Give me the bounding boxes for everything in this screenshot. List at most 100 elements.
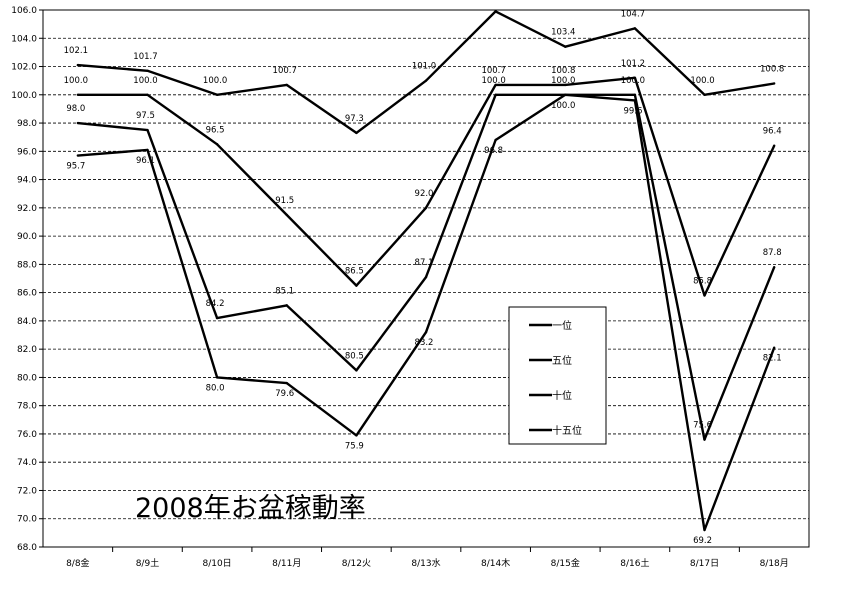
data-label: 69.2 xyxy=(693,536,712,546)
y-tick-label: 84.0 xyxy=(17,317,37,327)
data-label: 100.0 xyxy=(621,76,645,86)
data-point xyxy=(772,144,776,147)
data-point xyxy=(424,79,428,82)
y-tick-label: 90.0 xyxy=(17,232,37,242)
y-tick-label: 106.0 xyxy=(11,6,37,16)
y-tick-label: 102.0 xyxy=(11,63,37,73)
y-tick-label: 80.0 xyxy=(17,373,37,383)
data-point xyxy=(215,143,219,146)
data-label: 82.1 xyxy=(763,354,782,364)
data-label: 104.7 xyxy=(621,9,645,19)
data-label: 86.5 xyxy=(345,267,364,277)
chart-title: 2008年お盆稼動率 xyxy=(135,493,366,524)
x-tick-label: 8/15金 xyxy=(551,557,580,569)
data-label: 100.0 xyxy=(690,76,714,86)
data-label: 100.0 xyxy=(64,76,88,86)
x-axis-ticks: 8/8金 8/9土 8/10日 8/11月 8/12火 8/13水 8/14木 8/15金 8/… xyxy=(66,547,789,569)
data-label: 100.0 xyxy=(133,76,157,86)
data-point xyxy=(633,76,637,80)
data-label: 100.7 xyxy=(481,66,505,76)
data-label: 79.6 xyxy=(275,389,294,399)
data-point xyxy=(285,381,288,385)
data-point xyxy=(494,10,497,13)
legend-label: 十位 xyxy=(552,389,572,402)
data-label: 100.0 xyxy=(203,76,227,86)
data-point xyxy=(703,528,706,532)
y-tick-label: 74.0 xyxy=(17,458,37,468)
data-label: 102.1 xyxy=(64,46,88,56)
data-point xyxy=(633,27,637,30)
x-tick-label: 8/9土 xyxy=(136,557,160,569)
data-point xyxy=(146,128,149,132)
x-tick-label: 8/13水 xyxy=(411,557,440,569)
data-label: 100.8 xyxy=(551,66,575,76)
data-label: 96.5 xyxy=(206,125,225,135)
data-point xyxy=(772,82,776,85)
data-point xyxy=(76,63,80,67)
x-tick-label: 8/10日 xyxy=(202,558,231,569)
y-tick-label: 86.0 xyxy=(17,289,37,299)
x-tick-label: 8/16土 xyxy=(620,557,649,569)
data-label: 91.5 xyxy=(275,196,294,206)
y-tick-label: 96.0 xyxy=(17,147,37,157)
y-tick-label: 88.0 xyxy=(17,260,37,270)
data-point xyxy=(285,83,288,87)
y-tick-label: 98.0 xyxy=(17,119,37,129)
data-label: 75.9 xyxy=(345,441,364,451)
data-label: 100.0 xyxy=(481,76,505,86)
data-point xyxy=(215,316,219,320)
data-point xyxy=(355,434,358,437)
data-label: 96.1 xyxy=(136,156,155,166)
data-label: 97.5 xyxy=(136,111,155,121)
data-label: 83.2 xyxy=(415,338,434,348)
data-label: 92.0 xyxy=(415,189,434,199)
data-label: 100.0 xyxy=(551,76,575,86)
data-point xyxy=(772,346,776,349)
data-label: 101.2 xyxy=(621,59,645,69)
series-lines xyxy=(76,10,776,532)
x-tick-label: 8/17日 xyxy=(690,558,719,569)
data-point xyxy=(285,304,288,307)
data-point xyxy=(355,131,358,135)
data-label: 105.9 xyxy=(481,0,505,2)
data-point xyxy=(215,376,219,379)
data-label: 101.7 xyxy=(133,52,157,62)
data-point xyxy=(424,331,428,334)
y-tick-label: 76.0 xyxy=(17,430,37,440)
data-label: 95.7 xyxy=(66,162,85,172)
data-point xyxy=(494,138,497,142)
data-label: 100.7 xyxy=(273,66,297,76)
legend-label: 一位 xyxy=(552,319,572,332)
data-point xyxy=(146,148,149,152)
y-tick-label: 104.0 xyxy=(11,34,37,44)
x-tick-label: 8/12火 xyxy=(342,558,371,569)
legend-label: 十五位 xyxy=(552,424,582,437)
data-point xyxy=(633,93,637,96)
data-point xyxy=(355,369,358,372)
data-point xyxy=(564,93,567,96)
data-point xyxy=(76,154,80,157)
y-tick-label: 82.0 xyxy=(17,345,37,355)
y-tick-label: 72.0 xyxy=(17,486,37,496)
x-tick-label: 8/8金 xyxy=(66,557,90,569)
data-point xyxy=(772,265,776,269)
data-label: 97.3 xyxy=(345,114,364,124)
y-tick-label: 94.0 xyxy=(17,176,37,186)
data-label: 98.0 xyxy=(66,104,85,114)
data-point xyxy=(76,93,80,96)
data-point xyxy=(564,45,567,48)
legend-label: 五位 xyxy=(552,354,572,367)
data-label: 84.2 xyxy=(206,299,225,309)
x-tick-label: 8/18月 xyxy=(760,558,789,569)
data-point xyxy=(703,438,706,441)
data-label: 99.6 xyxy=(623,106,642,116)
y-tick-label: 78.0 xyxy=(17,402,37,412)
data-point xyxy=(355,284,358,287)
data-labels: 102.1101.7100.0100.797.3101.0105.9103.41… xyxy=(64,0,785,546)
y-axis-ticks: 68.0 70.0 72.0 74.0 76.0 78.0 80.0 82.0 84.0 86.0… xyxy=(11,6,43,553)
data-point xyxy=(424,206,428,210)
data-point xyxy=(146,69,149,72)
data-label: 100.8 xyxy=(760,64,784,74)
